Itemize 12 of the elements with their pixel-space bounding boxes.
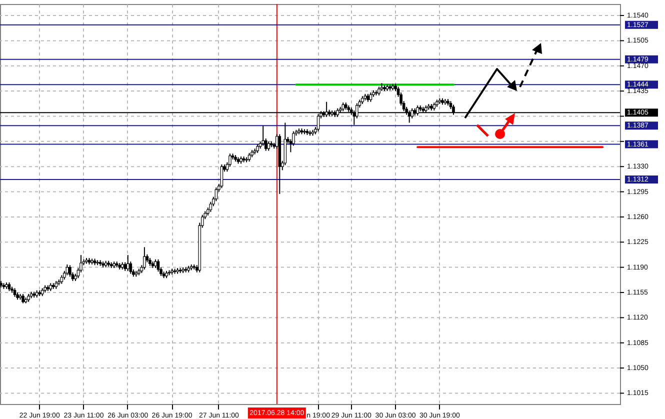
candlestick — [220, 164, 224, 189]
candlestick — [22, 293, 24, 304]
candlestick — [156, 258, 160, 272]
candlestick — [209, 201, 212, 212]
candlestick — [68, 264, 72, 278]
candlestick — [228, 153, 232, 168]
candlestick — [284, 122, 287, 166]
candlestick — [267, 140, 270, 152]
candlestick — [143, 246, 146, 270]
candlestick — [214, 186, 218, 202]
candlestick — [66, 264, 69, 276]
candlestick — [262, 125, 264, 146]
